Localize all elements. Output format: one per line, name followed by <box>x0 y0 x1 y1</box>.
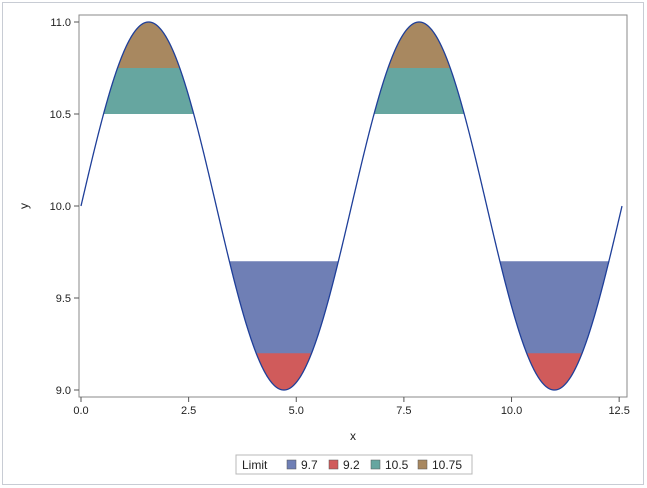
bands-layer <box>103 22 609 390</box>
y-tick-label: 11.0 <box>50 17 71 29</box>
x-tick-label: 2.5 <box>181 405 196 417</box>
x-axis: 0.0 2.5 5.0 7.5 10.0 12.5 <box>73 397 630 417</box>
band-10-75-0 <box>117 22 180 68</box>
band-9-7-1 <box>500 261 609 390</box>
y-axis: 9.0 9.5 10.0 10.5 11.0 <box>50 17 79 397</box>
x-tick-label: 12.5 <box>608 405 629 417</box>
legend-label-10-5: 10.5 <box>385 458 409 472</box>
y-axis-label: y <box>17 203 31 209</box>
legend-swatch-9-2 <box>328 459 339 470</box>
legend-swatch-9-7 <box>286 459 297 470</box>
x-axis-label: x <box>350 429 356 443</box>
x-tick-label: 0.0 <box>73 405 88 417</box>
legend-title: Limit <box>242 458 268 472</box>
x-tick-label: 7.5 <box>396 405 411 417</box>
band-9-7-0 <box>229 261 338 390</box>
legend-label-9-2: 9.2 <box>343 458 360 472</box>
legend: Limit 9.7 9.2 10.5 10.75 <box>235 454 473 475</box>
band-9-2-0 <box>256 353 312 390</box>
y-tick-label: 9.0 <box>56 385 71 397</box>
x-tick-label: 5.0 <box>289 405 304 417</box>
legend-label-10-75: 10.75 <box>432 458 462 472</box>
curve-layer <box>80 21 623 391</box>
y-tick-label: 10.0 <box>50 201 71 213</box>
legend-label-9-7: 9.7 <box>301 458 318 472</box>
legend-swatch-10-5 <box>370 459 381 470</box>
band-9-2-1 <box>526 353 582 390</box>
legend-swatch-10-75 <box>417 459 428 470</box>
x-tick-label: 10.0 <box>501 405 522 417</box>
sine-curve-line <box>80 21 623 391</box>
y-tick-label: 9.5 <box>56 293 71 305</box>
y-tick-label: 10.5 <box>50 109 71 121</box>
